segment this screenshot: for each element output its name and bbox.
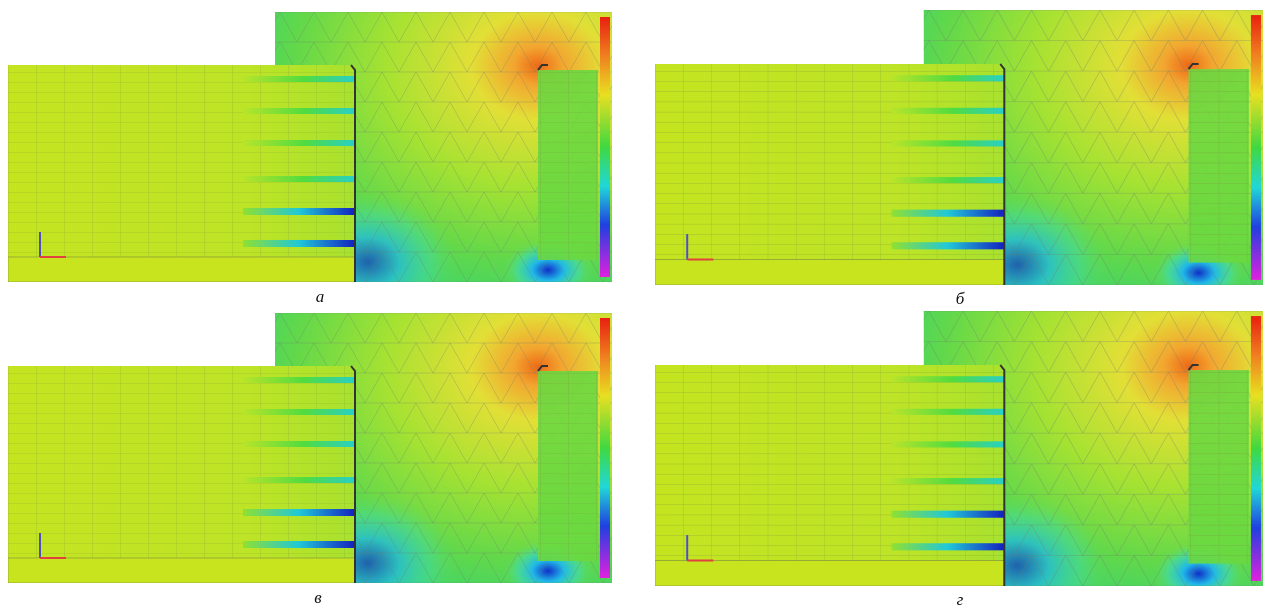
- contour-plot: [655, 311, 1263, 586]
- caption: а: [315, 287, 325, 306]
- caption: б: [955, 289, 965, 308]
- caption: в: [314, 588, 322, 607]
- caption: г: [956, 590, 964, 608]
- contour-plot: [8, 12, 612, 282]
- contour-plot: [655, 10, 1263, 285]
- contour-plot: [8, 313, 612, 583]
